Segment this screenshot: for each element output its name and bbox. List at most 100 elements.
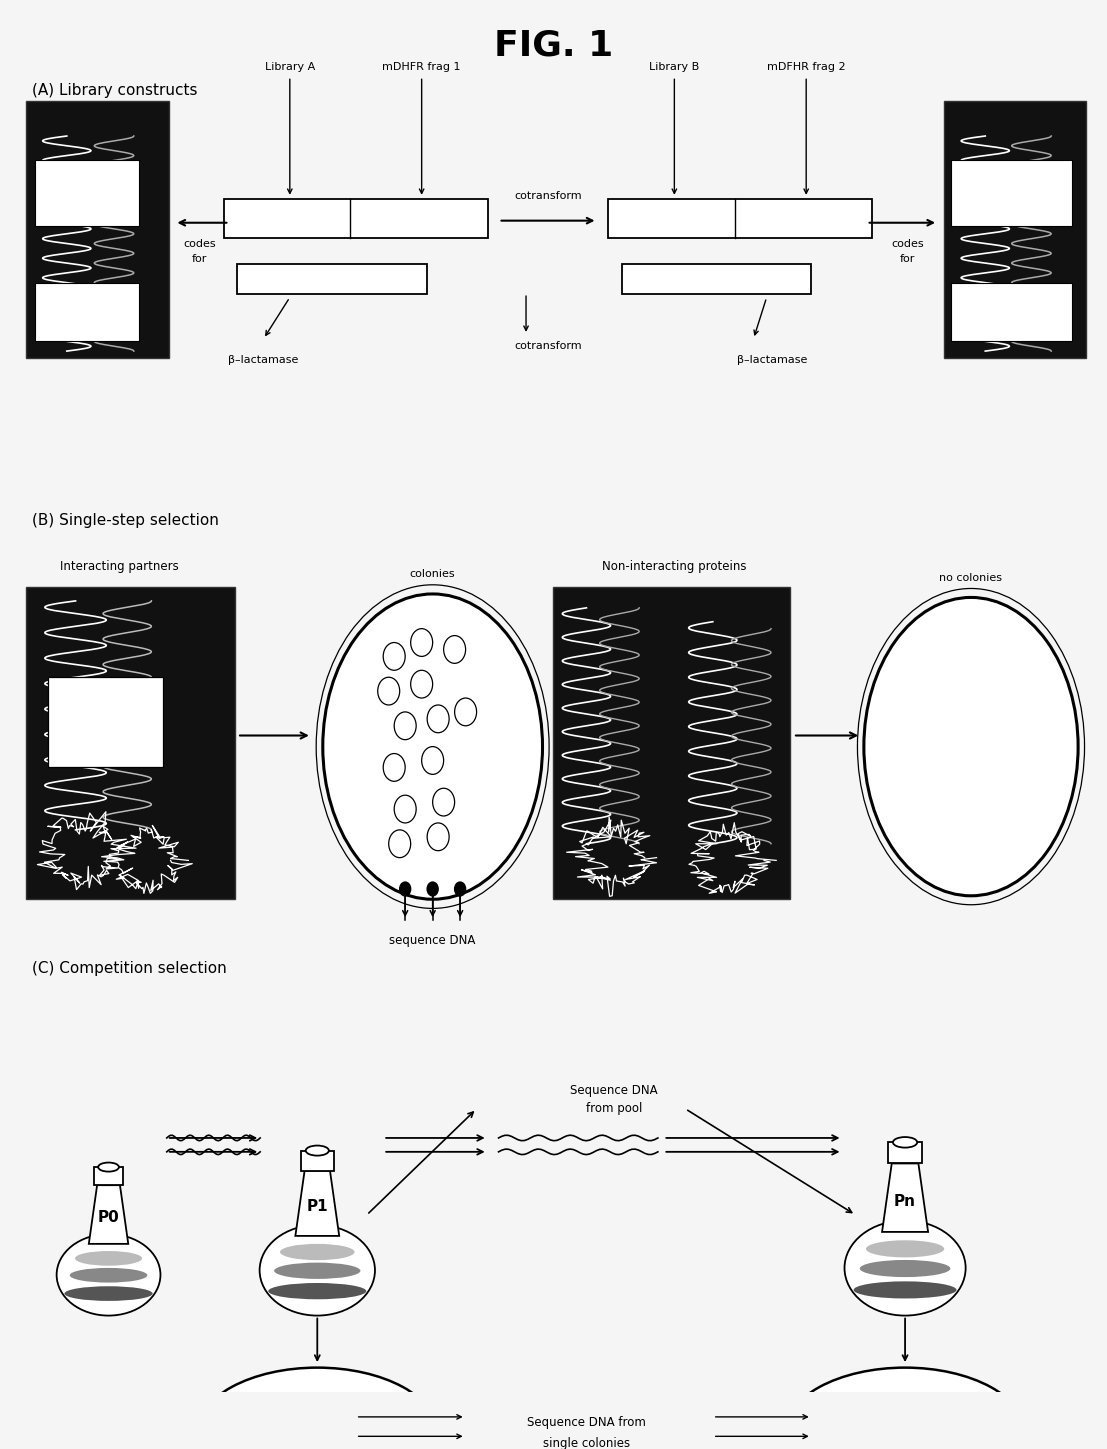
Bar xyxy=(859,1398,886,1417)
Polygon shape xyxy=(89,1185,128,1243)
Circle shape xyxy=(411,671,433,698)
Circle shape xyxy=(377,677,400,706)
Circle shape xyxy=(411,629,433,656)
Ellipse shape xyxy=(75,1250,142,1266)
Text: Library B: Library B xyxy=(649,62,700,71)
Circle shape xyxy=(400,882,411,895)
Bar xyxy=(951,159,1072,226)
Text: Non-interacting proteins: Non-interacting proteins xyxy=(602,559,746,572)
Bar xyxy=(924,1410,951,1429)
Ellipse shape xyxy=(275,1262,361,1279)
Bar xyxy=(622,264,811,294)
Bar xyxy=(826,1435,852,1449)
Text: Library A: Library A xyxy=(265,62,315,71)
Text: sequence DNA: sequence DNA xyxy=(390,935,476,948)
Text: stituted: stituted xyxy=(86,719,124,727)
Text: mDFHR: mDFHR xyxy=(996,303,1027,312)
Text: library A: library A xyxy=(68,196,106,204)
Text: Sequence DNA from: Sequence DNA from xyxy=(527,1416,645,1429)
Polygon shape xyxy=(882,1164,928,1232)
Ellipse shape xyxy=(56,1235,161,1316)
Circle shape xyxy=(383,642,405,671)
Ellipse shape xyxy=(893,1137,918,1148)
Text: library A: library A xyxy=(993,196,1031,204)
Circle shape xyxy=(455,882,466,895)
Ellipse shape xyxy=(860,1261,951,1277)
Text: Zipper-: Zipper- xyxy=(995,177,1027,187)
Text: fragment 1: fragment 1 xyxy=(63,320,110,329)
Bar xyxy=(35,159,139,226)
Text: mDHFR frag 1: mDHFR frag 1 xyxy=(382,62,461,71)
Text: codes: codes xyxy=(184,239,216,249)
Ellipse shape xyxy=(196,1368,438,1449)
Bar xyxy=(27,101,169,358)
Text: P1: P1 xyxy=(307,1200,328,1214)
Ellipse shape xyxy=(64,1287,153,1301)
Bar xyxy=(892,1403,919,1421)
Bar xyxy=(943,101,1086,358)
Ellipse shape xyxy=(853,1281,956,1298)
Ellipse shape xyxy=(845,1220,965,1316)
Text: cotransform: cotransform xyxy=(514,341,582,351)
Ellipse shape xyxy=(863,597,1078,895)
Circle shape xyxy=(455,698,477,726)
Text: Sequence DNA: Sequence DNA xyxy=(570,1084,658,1097)
Text: mDHFR: mDHFR xyxy=(86,736,124,746)
Text: mDFHR frag 2: mDFHR frag 2 xyxy=(767,62,846,71)
Circle shape xyxy=(389,830,411,858)
Ellipse shape xyxy=(784,1368,1026,1449)
Circle shape xyxy=(427,706,449,733)
Bar xyxy=(232,1435,259,1449)
Ellipse shape xyxy=(268,1282,366,1300)
Text: Interacting partners: Interacting partners xyxy=(60,559,179,572)
Text: (B) Single-step selection: (B) Single-step selection xyxy=(32,513,218,527)
Bar xyxy=(609,199,872,238)
Bar xyxy=(237,264,427,294)
Text: (C) Competition selection: (C) Competition selection xyxy=(32,961,227,977)
Bar xyxy=(35,283,139,342)
Bar xyxy=(271,1398,298,1417)
Circle shape xyxy=(422,746,444,774)
Bar xyxy=(238,1410,265,1429)
Text: for: for xyxy=(900,254,915,264)
Text: Pn: Pn xyxy=(894,1194,917,1208)
Bar xyxy=(888,1142,922,1164)
Bar xyxy=(224,199,487,238)
Ellipse shape xyxy=(280,1243,354,1261)
Bar xyxy=(94,1166,123,1185)
Text: fragment 2: fragment 2 xyxy=(989,320,1035,329)
Text: from pool: from pool xyxy=(586,1103,642,1116)
Text: FIG. 1: FIG. 1 xyxy=(494,29,613,62)
Ellipse shape xyxy=(260,1224,375,1316)
Ellipse shape xyxy=(306,1146,329,1156)
Ellipse shape xyxy=(99,1162,118,1172)
Bar xyxy=(27,587,235,900)
Text: recon-: recon- xyxy=(90,700,121,710)
Polygon shape xyxy=(296,1171,339,1236)
Text: β–lactamase: β–lactamase xyxy=(228,355,299,365)
Text: Zipper-: Zipper- xyxy=(71,177,103,187)
Bar xyxy=(892,1437,919,1449)
Ellipse shape xyxy=(70,1268,147,1282)
Circle shape xyxy=(433,788,455,816)
Text: mDFHR: mDFHR xyxy=(71,303,103,312)
Text: codes: codes xyxy=(891,239,923,249)
Ellipse shape xyxy=(866,1240,944,1258)
Text: P0: P0 xyxy=(97,1210,120,1224)
Bar xyxy=(924,1430,951,1449)
Text: for: for xyxy=(192,254,207,264)
Bar xyxy=(554,587,789,900)
Bar xyxy=(301,1151,334,1171)
Circle shape xyxy=(427,882,438,895)
Text: β–lactamase: β–lactamase xyxy=(737,355,807,365)
Circle shape xyxy=(383,753,405,781)
Text: cotransform: cotransform xyxy=(514,191,582,200)
Ellipse shape xyxy=(323,594,542,900)
Circle shape xyxy=(394,711,416,739)
Bar xyxy=(826,1410,852,1429)
Text: single colonies: single colonies xyxy=(542,1437,630,1449)
Bar xyxy=(951,283,1072,342)
Text: no colonies: no colonies xyxy=(940,572,1003,582)
Text: colonies: colonies xyxy=(410,569,455,580)
Bar xyxy=(859,1430,886,1449)
